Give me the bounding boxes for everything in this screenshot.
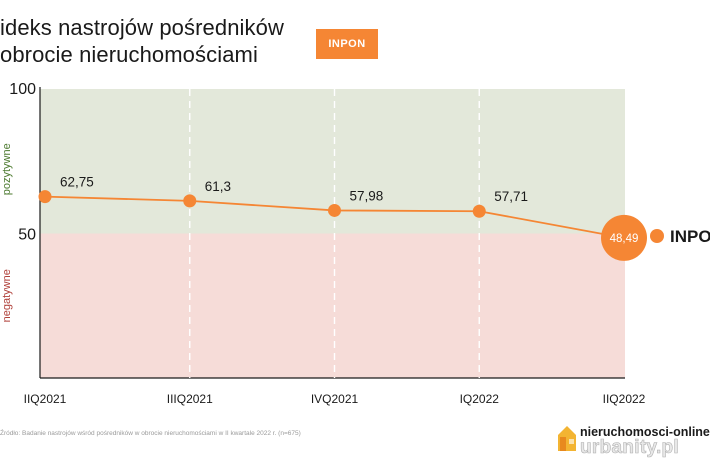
negative-zone-label: negatywne bbox=[1, 269, 13, 322]
legend-label: INPON bbox=[670, 227, 710, 246]
negative-zone bbox=[40, 233, 625, 378]
brand-name-top: nieruchomosci-online bbox=[580, 425, 710, 439]
data-point bbox=[183, 194, 197, 208]
house-logo-icon bbox=[558, 426, 576, 451]
y-tick-label-50: 50 bbox=[18, 227, 36, 244]
data-label: 57,98 bbox=[350, 188, 384, 203]
data-label: 62,75 bbox=[60, 175, 94, 190]
x-tick-label: IIIQ2021 bbox=[167, 392, 213, 406]
x-tick-label: IIQ2022 bbox=[603, 392, 646, 406]
data-label: 48,49 bbox=[610, 233, 639, 245]
data-point bbox=[328, 203, 341, 217]
chart-title-line-2: obrocie nieruchomościami bbox=[0, 42, 258, 67]
x-tick-label: IIQ2021 bbox=[24, 392, 67, 406]
chart-title: ideks nastrojów pośredników obrocie nier… bbox=[0, 14, 284, 68]
x-tick-label: IQ2022 bbox=[460, 392, 500, 406]
vertical-gridlines bbox=[189, 89, 480, 378]
positive-zone-label: pozytywne bbox=[1, 143, 13, 195]
data-point bbox=[472, 204, 486, 218]
inpon-badge: INPON bbox=[316, 29, 378, 59]
chart-title-line-1: ideks nastrojów pośredników bbox=[0, 15, 284, 40]
y-tick-label-100: 100 bbox=[9, 81, 36, 98]
data-point bbox=[38, 190, 52, 204]
source-note: Źródło: Badanie nastrojów wśród pośredni… bbox=[0, 430, 301, 437]
data-label: 61,3 bbox=[205, 179, 231, 194]
data-label: 57,71 bbox=[494, 189, 528, 204]
data-point-highlight bbox=[601, 214, 647, 261]
x-tick-label: IVQ2021 bbox=[311, 392, 359, 406]
legend-marker bbox=[650, 229, 664, 243]
x-tick-labels: IIQ2021 IIIQ2021 IVQ2021 IQ2022 IIQ2022 bbox=[24, 392, 646, 406]
data-points: 62,75 61,3 57,98 57,71 48,49 bbox=[38, 175, 647, 261]
brand-name-bottom: urbanity.pl bbox=[580, 437, 680, 459]
